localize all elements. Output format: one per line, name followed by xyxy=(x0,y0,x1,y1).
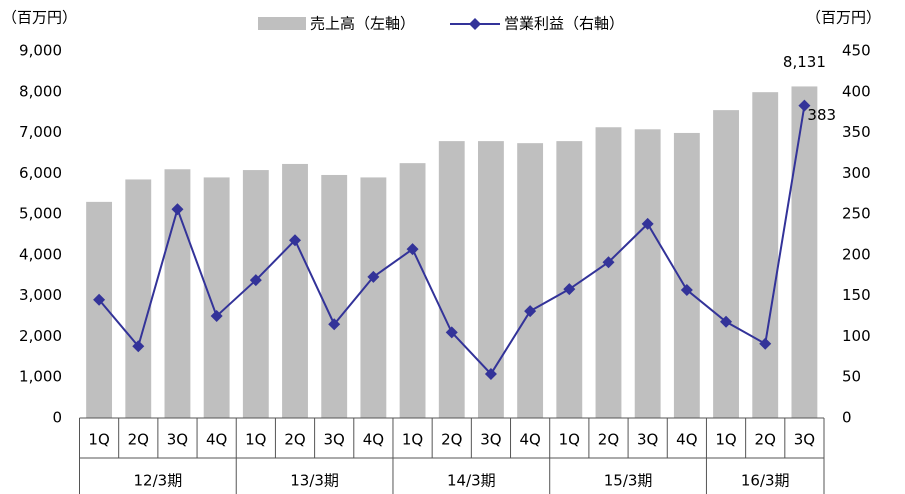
bar xyxy=(517,143,544,418)
bar xyxy=(360,177,387,418)
y2-tick-label: 400 xyxy=(842,82,871,100)
y-tick-label: 6,000 xyxy=(19,164,62,182)
x-tick-label: 1Q xyxy=(245,431,266,449)
line-marker xyxy=(289,234,302,247)
legend-swatch xyxy=(469,18,481,30)
y2-tick-label: 350 xyxy=(842,123,871,141)
y-tick-label: 3,000 xyxy=(19,286,62,304)
bar xyxy=(242,170,269,418)
y2-tick-label: 200 xyxy=(842,245,871,263)
y-tick-label: 5,000 xyxy=(19,205,62,223)
line-marker xyxy=(759,337,772,350)
x-tick-label: 2Q xyxy=(598,431,619,449)
bar xyxy=(556,141,583,418)
group-label: 14/3期 xyxy=(447,472,496,490)
line-marker xyxy=(484,367,497,380)
data-label: 8,131 xyxy=(783,53,826,71)
group-label: 12/3期 xyxy=(134,472,183,490)
x-tick-label: 3Q xyxy=(637,431,658,449)
x-tick-label: 3Q xyxy=(794,431,815,449)
line-marker xyxy=(680,283,693,296)
x-tick-label: 2Q xyxy=(441,431,462,449)
data-label: 383 xyxy=(807,106,836,124)
x-tick-label: 1Q xyxy=(402,431,423,449)
bar xyxy=(321,174,348,418)
x-tick-label: 2Q xyxy=(284,431,305,449)
line-marker xyxy=(132,340,145,353)
line-marker xyxy=(249,274,262,287)
x-tick-label: 4Q xyxy=(206,431,227,449)
y2-tick-label: 300 xyxy=(842,164,871,182)
y-tick-label: 9,000 xyxy=(19,42,62,60)
bar xyxy=(282,163,308,418)
line-marker xyxy=(798,99,811,112)
x-tick-label: 4Q xyxy=(676,431,697,449)
legend-swatch xyxy=(258,17,306,30)
line-marker xyxy=(406,243,419,256)
group-label: 13/3期 xyxy=(290,472,339,490)
bar xyxy=(752,92,779,419)
bar xyxy=(791,86,818,419)
y2-tick-label: 450 xyxy=(842,42,871,60)
y2-tick-label: 100 xyxy=(842,327,871,345)
line-marker xyxy=(210,310,223,323)
y-tick-label: 2,000 xyxy=(19,327,62,345)
y-tick-label: 1,000 xyxy=(19,368,62,386)
y-tick-label: 4,000 xyxy=(19,245,62,263)
x-tick-label: 3Q xyxy=(480,431,501,449)
bar xyxy=(595,127,622,418)
y-axis-label: （百万円） xyxy=(2,9,77,27)
line-marker xyxy=(93,293,106,306)
line-marker xyxy=(720,315,733,328)
x-tick-label: 1Q xyxy=(88,431,109,449)
legend-label: 営業利益（右軸） xyxy=(504,15,624,33)
y2-tick-label: 250 xyxy=(842,205,871,223)
legend-label: 売上高（左軸） xyxy=(310,15,415,33)
line-marker xyxy=(328,318,341,331)
x-tick-label: 3Q xyxy=(324,431,345,449)
line-marker xyxy=(563,283,576,296)
y2-tick-label: 150 xyxy=(842,286,871,304)
line-marker xyxy=(445,326,458,339)
group-label: 16/3期 xyxy=(741,472,790,490)
line-marker xyxy=(602,256,615,269)
y2-tick-label: 50 xyxy=(842,368,861,386)
x-tick-label: 2Q xyxy=(755,431,776,449)
line-marker xyxy=(524,305,537,318)
line-marker xyxy=(367,270,380,283)
bar xyxy=(713,110,739,418)
y-tick-label: 8,000 xyxy=(19,82,62,100)
y2-tick-label: 0 xyxy=(842,409,852,427)
x-tick-label: 1Q xyxy=(715,431,736,449)
group-label: 15/3期 xyxy=(604,472,653,490)
line-marker xyxy=(641,217,654,230)
y2-axis-label: （百万円） xyxy=(806,9,881,27)
x-tick-label: 4Q xyxy=(519,431,540,449)
bar xyxy=(438,141,465,418)
bar xyxy=(203,177,230,418)
x-tick-label: 4Q xyxy=(363,431,384,449)
line-marker xyxy=(171,203,184,216)
bar xyxy=(634,129,661,418)
y-tick-label: 0 xyxy=(52,409,62,427)
x-tick-label: 2Q xyxy=(128,431,149,449)
x-tick-label: 3Q xyxy=(167,431,188,449)
bar xyxy=(399,163,426,418)
y-tick-label: 7,000 xyxy=(19,123,62,141)
x-tick-label: 1Q xyxy=(559,431,580,449)
bar xyxy=(125,179,152,418)
